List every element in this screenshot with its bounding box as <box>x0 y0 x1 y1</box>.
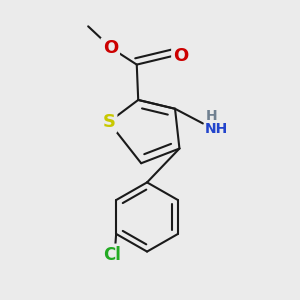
Text: O: O <box>103 39 118 57</box>
Text: S: S <box>102 113 115 131</box>
Text: H: H <box>206 109 218 123</box>
Text: NH: NH <box>205 122 228 136</box>
Text: O: O <box>173 47 188 65</box>
Text: Cl: Cl <box>103 245 121 263</box>
